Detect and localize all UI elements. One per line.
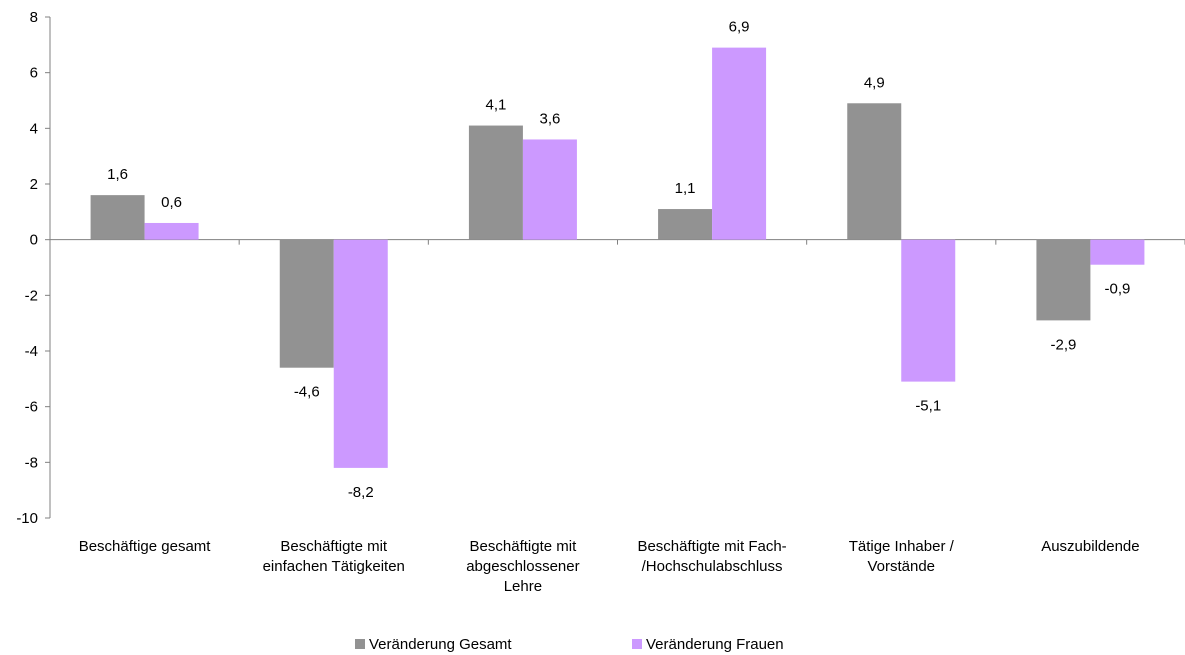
legend-swatch bbox=[355, 639, 365, 649]
y-tick-label: -4 bbox=[25, 343, 38, 360]
bar bbox=[847, 103, 902, 240]
data-label: 1,6 bbox=[107, 166, 128, 183]
data-label: -8,2 bbox=[348, 484, 374, 501]
y-tick-label: 2 bbox=[30, 176, 38, 193]
category-label: Auszubildende bbox=[1041, 538, 1139, 555]
category-label: Beschäftigte mit einfachen Tätigkeiten bbox=[263, 538, 405, 575]
bar bbox=[279, 239, 334, 368]
legend: Veränderung Gesamt Veränderung Frauen bbox=[355, 636, 784, 653]
bar bbox=[333, 239, 388, 468]
data-label: 1,1 bbox=[675, 180, 696, 197]
legend-label: Veränderung Frauen bbox=[646, 636, 784, 653]
data-label: -5,1 bbox=[915, 398, 941, 415]
category-labels: Beschäftige gesamt Beschäftigte mit einfac… bbox=[79, 538, 1140, 595]
data-label: 6,9 bbox=[729, 19, 750, 36]
bars bbox=[90, 47, 1145, 468]
y-axis: 8 6 4 2 0 -2 -4 -6 -8 -10 bbox=[16, 9, 51, 527]
bar bbox=[90, 195, 145, 240]
data-label: 3,6 bbox=[539, 110, 560, 127]
category-label: Beschäftige gesamt bbox=[79, 538, 212, 555]
data-label: 0,6 bbox=[161, 194, 182, 211]
bar bbox=[468, 125, 523, 240]
y-tick-label: -8 bbox=[25, 454, 38, 471]
y-tick-label: 6 bbox=[30, 65, 38, 82]
y-tick-label: 0 bbox=[30, 232, 38, 249]
data-label: -2,9 bbox=[1050, 336, 1076, 353]
category-label: Beschäftigte mit abgeschlossener Lehre bbox=[466, 538, 579, 595]
y-tick-label: 8 bbox=[30, 9, 38, 26]
category-label: Tätige Inhaber / Vorstände bbox=[849, 538, 955, 575]
legend-label: Veränderung Gesamt bbox=[369, 636, 512, 653]
bar bbox=[712, 47, 767, 240]
bar bbox=[144, 222, 199, 240]
bar bbox=[901, 239, 956, 382]
y-tick-label: -6 bbox=[25, 399, 38, 416]
data-label: -4,6 bbox=[294, 384, 320, 401]
y-tick-label: 4 bbox=[30, 120, 38, 137]
data-labels: 1,6 0,6 -4,6 -8,2 4,1 3,6 1,1 6,9 4,9 -5,1 -2,9 -0,… bbox=[107, 19, 1130, 501]
legend-swatch bbox=[632, 639, 642, 649]
x-axis bbox=[49, 239, 1185, 245]
bar bbox=[658, 209, 713, 240]
data-label: 4,1 bbox=[485, 97, 506, 114]
y-tick-label: -2 bbox=[25, 287, 38, 304]
bar bbox=[1036, 239, 1091, 321]
data-label: -0,9 bbox=[1104, 281, 1130, 298]
bar bbox=[1090, 239, 1145, 265]
bar bbox=[522, 139, 577, 240]
category-label: Beschäftigte mit Fach-/Hochschulabschlus… bbox=[637, 538, 786, 575]
data-label: 4,9 bbox=[864, 74, 885, 91]
y-tick-label: -10 bbox=[16, 510, 38, 527]
